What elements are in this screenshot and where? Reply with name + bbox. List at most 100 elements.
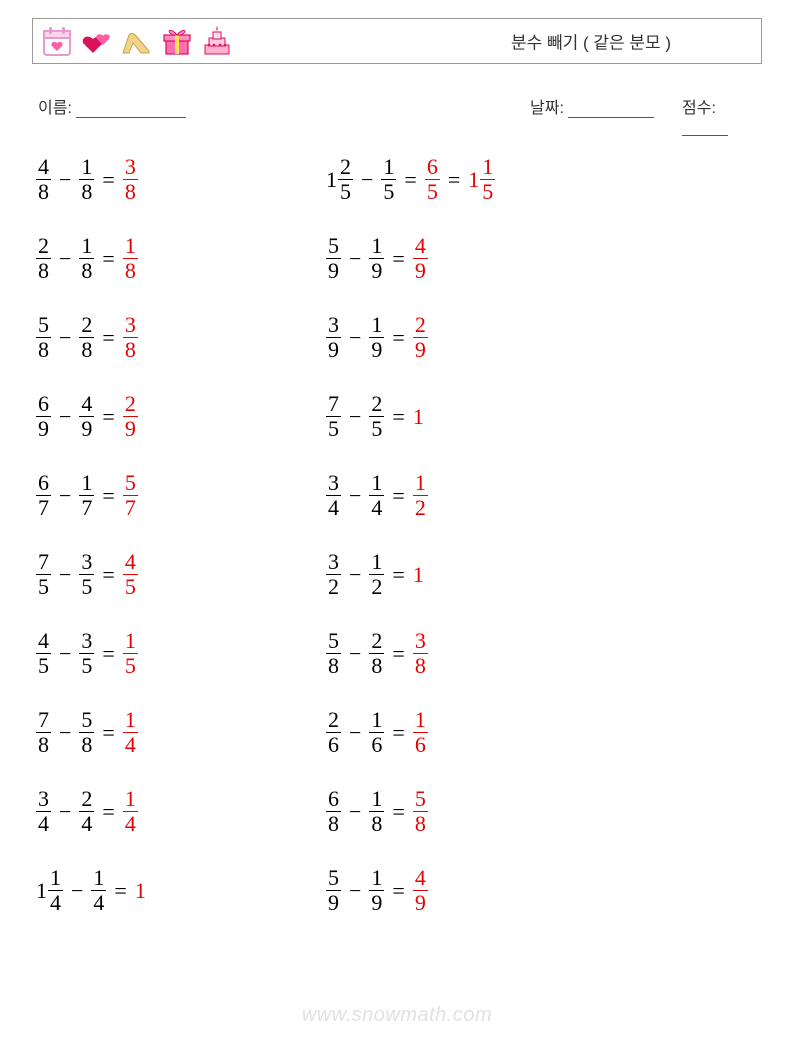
answer: 38 — [123, 156, 138, 203]
fraction-stack: 18 — [123, 235, 138, 282]
equals-sign: = — [94, 325, 122, 351]
equals-sign: = — [106, 878, 134, 904]
equals-sign: = — [384, 404, 412, 430]
fraction-stack: 14 — [48, 867, 63, 914]
equals-sign: = — [384, 720, 412, 746]
denominator: 9 — [123, 416, 138, 440]
numerator: 1 — [79, 156, 94, 179]
minus-operator: − — [341, 246, 369, 272]
fraction: 16 — [369, 709, 384, 756]
denominator: 9 — [79, 416, 94, 440]
fraction: 29 — [413, 314, 428, 361]
name-field: 이름: — [38, 94, 186, 118]
answer: 1 — [413, 404, 424, 430]
fraction: 49 — [413, 235, 428, 282]
fraction-stack: 78 — [36, 709, 51, 756]
denominator: 8 — [36, 337, 51, 361]
numerator: 1 — [369, 235, 384, 258]
denominator: 5 — [36, 574, 51, 598]
equals-sign: = — [384, 483, 412, 509]
denominator: 8 — [123, 258, 138, 282]
watermark: www.snowmath.com — [0, 1004, 794, 1027]
minus-operator: − — [51, 325, 79, 351]
fraction-stack: 48 — [36, 156, 51, 203]
denominator: 9 — [326, 890, 341, 914]
equals-sign: = — [440, 167, 468, 193]
fraction: 49 — [79, 393, 94, 440]
denominator: 8 — [36, 258, 51, 282]
answer: 49 — [413, 235, 428, 282]
minus-operator: − — [341, 720, 369, 746]
equals-sign: = — [94, 404, 122, 430]
equals-sign: = — [396, 167, 424, 193]
answer: 45 — [123, 551, 138, 598]
fraction: 58 — [413, 788, 428, 835]
fraction-stack: 14 — [369, 472, 384, 519]
numerator: 1 — [369, 472, 384, 495]
denominator: 4 — [91, 890, 106, 914]
numerator: 3 — [326, 314, 341, 337]
fraction: 58 — [326, 630, 341, 677]
name-label: 이름: — [38, 100, 72, 117]
fraction: 58 — [79, 709, 94, 756]
numerator: 1 — [123, 630, 138, 653]
fraction-stack: 59 — [326, 235, 341, 282]
denominator: 5 — [425, 179, 440, 203]
fraction: 19 — [369, 235, 384, 282]
fraction: 45 — [36, 630, 51, 677]
fraction-stack: 38 — [123, 156, 138, 203]
numerator: 3 — [326, 472, 341, 495]
numerator: 4 — [79, 393, 94, 416]
answer: 57 — [123, 472, 138, 519]
numerator: 1 — [413, 709, 428, 732]
problem-row: 75−25=1 — [326, 377, 606, 456]
denominator: 8 — [326, 653, 341, 677]
header-icons — [33, 23, 235, 59]
fraction: 17 — [79, 472, 94, 519]
equals-sign: = — [94, 246, 122, 272]
fraction-stack: 38 — [413, 630, 428, 677]
equals-sign: = — [384, 325, 412, 351]
fraction-stack: 58 — [413, 788, 428, 835]
denominator: 8 — [79, 337, 94, 361]
fraction-stack: 16 — [413, 709, 428, 756]
minus-operator: − — [51, 246, 79, 272]
fraction: 15 — [381, 156, 396, 203]
fraction-stack: 19 — [369, 235, 384, 282]
calendar-heart-icon — [39, 23, 75, 59]
denominator: 4 — [123, 732, 138, 756]
equals-sign: = — [94, 799, 122, 825]
denominator: 6 — [326, 732, 341, 756]
fraction-stack: 25 — [369, 393, 384, 440]
numerator: 5 — [326, 235, 341, 258]
denominator: 4 — [48, 890, 63, 914]
problem-row: 34−14=12 — [326, 456, 606, 535]
fraction-stack: 15 — [480, 156, 495, 203]
numerator: 1 — [413, 472, 428, 495]
equals-sign: = — [384, 799, 412, 825]
fraction-stack: 65 — [425, 156, 440, 203]
fraction-stack: 32 — [326, 551, 341, 598]
denominator: 9 — [369, 890, 384, 914]
answer: 14 — [123, 788, 138, 835]
answer: 58 — [413, 788, 428, 835]
numerator: 2 — [79, 788, 94, 811]
numerator: 6 — [425, 156, 440, 179]
minus-operator: − — [341, 641, 369, 667]
numerator: 7 — [36, 551, 51, 574]
fraction: 32 — [326, 551, 341, 598]
fraction: 14 — [91, 867, 106, 914]
fraction-stack: 12 — [369, 551, 384, 598]
denominator: 9 — [326, 337, 341, 361]
problem-row: 48−18=38 — [36, 140, 316, 219]
answer: 65=115 — [425, 156, 495, 203]
fraction-stack: 58 — [79, 709, 94, 756]
problem-row: 32−12=1 — [326, 535, 606, 614]
fraction-stack: 29 — [413, 314, 428, 361]
equals-sign: = — [94, 483, 122, 509]
numerator: 5 — [36, 314, 51, 337]
date-label: 날짜: — [530, 100, 564, 117]
minus-operator: − — [341, 878, 369, 904]
fraction: 38 — [413, 630, 428, 677]
fraction: 75 — [36, 551, 51, 598]
